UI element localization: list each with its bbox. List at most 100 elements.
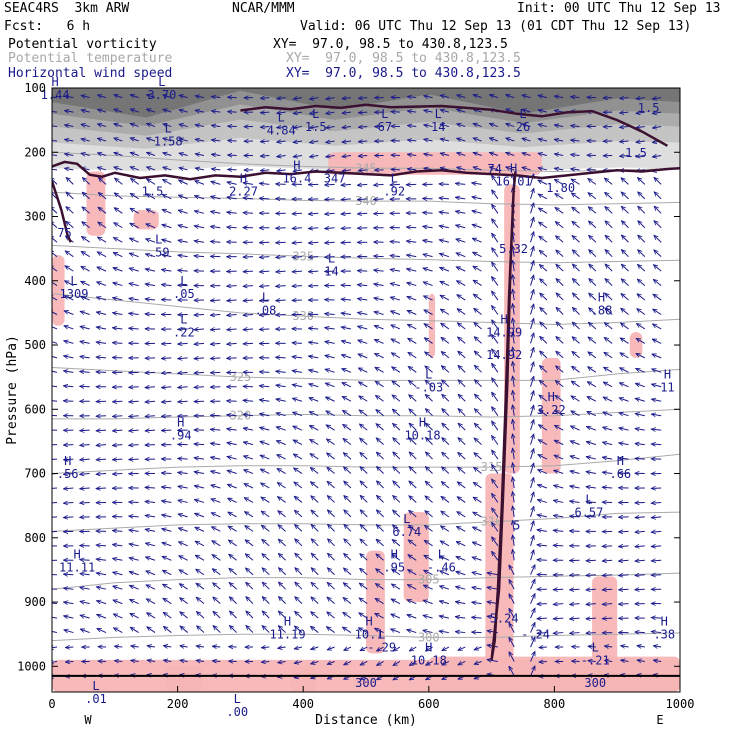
wind-vector bbox=[341, 228, 351, 229]
negative-pv-shade bbox=[165, 666, 203, 692]
wind-vector bbox=[393, 467, 401, 474]
wind-vector bbox=[440, 95, 450, 97]
wind-vector bbox=[440, 168, 450, 170]
wind-vector bbox=[621, 646, 629, 647]
wind-vector bbox=[327, 467, 335, 474]
wind-vector bbox=[178, 255, 188, 256]
wind-vector bbox=[81, 280, 90, 287]
wind-vector bbox=[145, 284, 156, 286]
wind-vector bbox=[114, 95, 123, 98]
wind-vector bbox=[588, 179, 597, 185]
wind-vector bbox=[442, 423, 450, 431]
wind-vector bbox=[408, 540, 417, 547]
wind-vector bbox=[276, 228, 286, 229]
wind-vector bbox=[98, 207, 107, 214]
wind-vector bbox=[130, 138, 139, 141]
wind-vector bbox=[537, 530, 547, 532]
high-marker: H bbox=[548, 390, 555, 404]
wind-vector bbox=[458, 423, 466, 431]
wind-vector bbox=[260, 170, 270, 171]
wind-vector bbox=[328, 553, 335, 561]
wind-vector bbox=[64, 356, 74, 358]
wind-vector bbox=[81, 110, 90, 112]
wind-vector bbox=[341, 213, 351, 214]
wind-vector bbox=[292, 357, 303, 358]
wind-vector bbox=[513, 506, 515, 517]
wind-vector bbox=[652, 155, 662, 157]
wind-vector bbox=[294, 626, 303, 633]
wind-vector bbox=[243, 213, 253, 214]
wind-vector bbox=[65, 154, 74, 156]
extremum-value: 74 bbox=[488, 162, 502, 176]
wind-vector bbox=[360, 646, 368, 651]
wind-vector bbox=[66, 207, 74, 214]
wind-vector bbox=[458, 438, 466, 445]
wind-vector bbox=[513, 318, 515, 330]
extremum-value: 1.58 bbox=[154, 134, 183, 148]
wind-vector bbox=[602, 457, 613, 459]
low-marker: L bbox=[165, 121, 172, 135]
wind-vector bbox=[458, 452, 466, 460]
wind-vector bbox=[309, 426, 319, 431]
wind-vector bbox=[229, 554, 237, 561]
wind-vector bbox=[342, 369, 352, 373]
wind-vector bbox=[458, 661, 466, 666]
wind-vector bbox=[425, 467, 433, 474]
wind-vector bbox=[604, 352, 613, 359]
wind-vector bbox=[358, 98, 368, 99]
wind-vector bbox=[393, 423, 401, 431]
wind-vector bbox=[539, 250, 548, 258]
wind-vector bbox=[81, 251, 90, 258]
wind-vector bbox=[114, 193, 123, 200]
wind-vector bbox=[194, 256, 205, 257]
wind-vector bbox=[635, 560, 645, 561]
wind-vector bbox=[211, 181, 221, 184]
wind-vector bbox=[570, 618, 580, 619]
wind-vector bbox=[342, 127, 351, 128]
wind-vector bbox=[344, 539, 352, 547]
wind-vector bbox=[260, 441, 270, 446]
extremum-value: 1.5 bbox=[142, 184, 164, 198]
wind-vector bbox=[570, 486, 580, 488]
wind-vector bbox=[587, 411, 597, 417]
wind-vector bbox=[179, 168, 188, 170]
wind-vector bbox=[309, 112, 319, 114]
wind-vector bbox=[261, 483, 270, 489]
wind-vector bbox=[260, 155, 270, 156]
wind-vector bbox=[425, 352, 433, 359]
wind-vector bbox=[80, 356, 90, 357]
x-axis-label: Distance (km) bbox=[315, 713, 417, 728]
wind-vector bbox=[196, 583, 205, 590]
wind-vector bbox=[473, 526, 482, 532]
wind-vector bbox=[621, 250, 629, 258]
wind-vector bbox=[620, 368, 629, 373]
wind-vector bbox=[344, 661, 352, 666]
wind-vector bbox=[311, 626, 319, 633]
wind-vector bbox=[392, 409, 401, 417]
wind-vector bbox=[194, 372, 205, 373]
wind-vector bbox=[228, 512, 237, 518]
wind-vector bbox=[130, 627, 139, 633]
wind-vector bbox=[113, 252, 123, 258]
wind-vector bbox=[178, 195, 188, 200]
wind-vector bbox=[522, 124, 531, 127]
wind-vector bbox=[492, 248, 499, 257]
wind-vector bbox=[492, 204, 499, 214]
wind-vector bbox=[52, 280, 58, 287]
wind-vector bbox=[112, 445, 123, 446]
wind-vector bbox=[407, 169, 417, 170]
low-marker: L bbox=[158, 75, 165, 89]
wind-vector bbox=[326, 141, 335, 142]
wind-vector bbox=[80, 311, 90, 315]
wind-vector bbox=[540, 336, 548, 344]
wind-vector bbox=[311, 647, 319, 649]
axes bbox=[51, 87, 681, 693]
wind-vector bbox=[393, 510, 401, 518]
wind-vector bbox=[262, 611, 270, 619]
wind-vector bbox=[530, 666, 536, 677]
wind-vector bbox=[377, 495, 384, 503]
wind-vector bbox=[178, 358, 188, 359]
wind-vector bbox=[309, 155, 319, 157]
wind-vector bbox=[295, 568, 303, 576]
wind-vector bbox=[292, 371, 303, 373]
